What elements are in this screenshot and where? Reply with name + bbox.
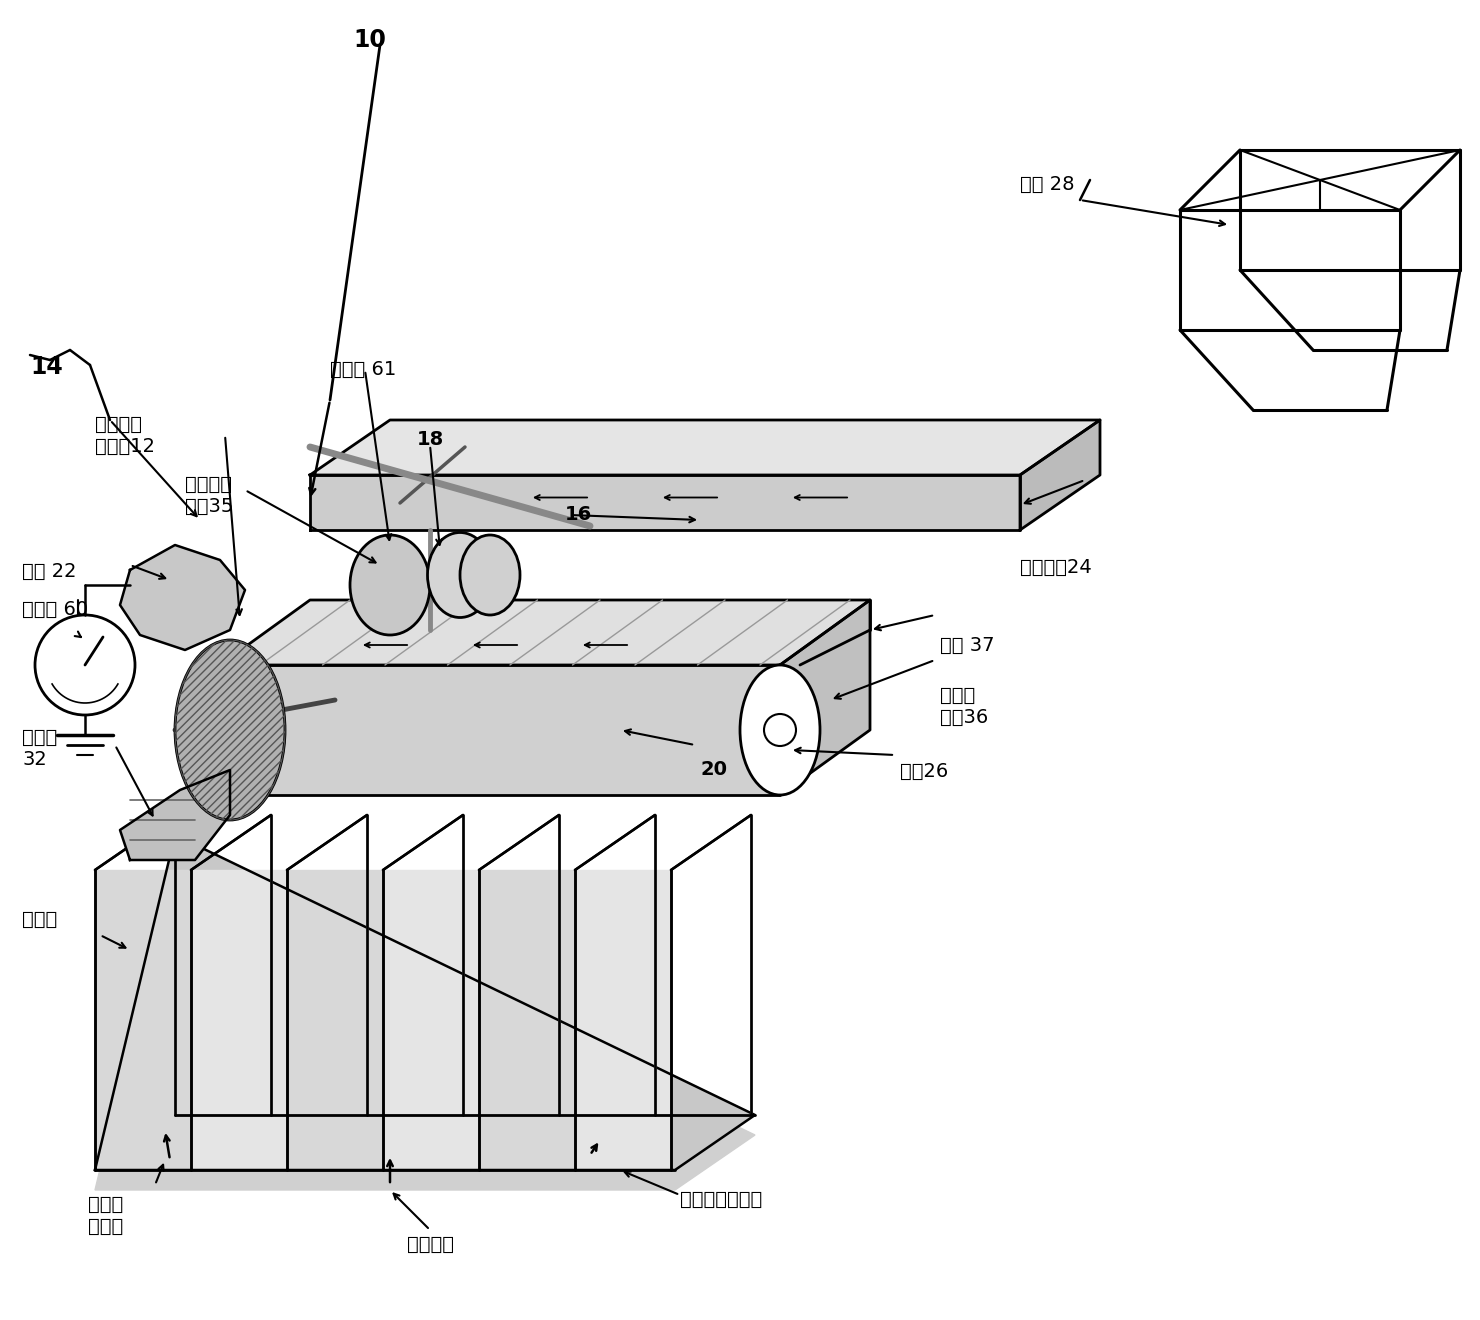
Ellipse shape [460,535,519,615]
Text: 振动托抖24: 振动托抖24 [1020,558,1092,577]
Text: 皮幂26: 皮幂26 [900,762,949,781]
Circle shape [36,615,135,715]
Polygon shape [120,770,229,861]
Text: 刷具 37: 刷具 37 [940,636,995,655]
Polygon shape [383,870,480,1170]
Polygon shape [480,870,576,1170]
Text: 电压源 60: 电压源 60 [22,601,89,619]
Text: 分裂机
32: 分裂机 32 [22,729,58,770]
Text: 中间颗粒: 中间颗粒 [407,1236,453,1254]
Ellipse shape [349,535,431,635]
Polygon shape [95,855,755,1191]
Polygon shape [221,601,870,665]
Polygon shape [221,665,780,795]
Text: 非磁性
愤轢36: 非磁性 愤轢36 [940,686,989,727]
Text: 10: 10 [354,28,386,51]
Polygon shape [309,475,1020,531]
Text: 20: 20 [700,760,727,779]
Ellipse shape [428,532,493,618]
Text: 接收器: 接收器 [22,909,58,929]
Polygon shape [780,601,870,795]
Text: 漏斗 28: 漏斗 28 [1020,176,1074,194]
Text: 除杂铁的
磁铁35: 除杂铁的 磁铁35 [185,475,234,516]
Text: 14: 14 [30,355,62,379]
Polygon shape [287,870,383,1170]
Polygon shape [1020,420,1100,531]
Polygon shape [576,870,670,1170]
Text: 带负电、强磁性: 带负电、强磁性 [679,1191,762,1209]
Text: 永久磁性
分离器12: 永久磁性 分离器12 [95,414,155,455]
Polygon shape [309,420,1100,475]
Ellipse shape [175,640,286,820]
Text: 18: 18 [416,430,444,449]
Text: 电极 22: 电极 22 [22,562,77,581]
Text: 电动机 61: 电动机 61 [330,360,397,379]
Polygon shape [95,870,191,1170]
Ellipse shape [740,665,820,795]
Polygon shape [191,870,287,1170]
Text: 16: 16 [565,506,592,524]
Polygon shape [120,545,246,649]
Polygon shape [95,836,755,1170]
Circle shape [764,714,796,746]
Text: 带正电
弱磁性: 带正电 弱磁性 [87,1195,123,1236]
